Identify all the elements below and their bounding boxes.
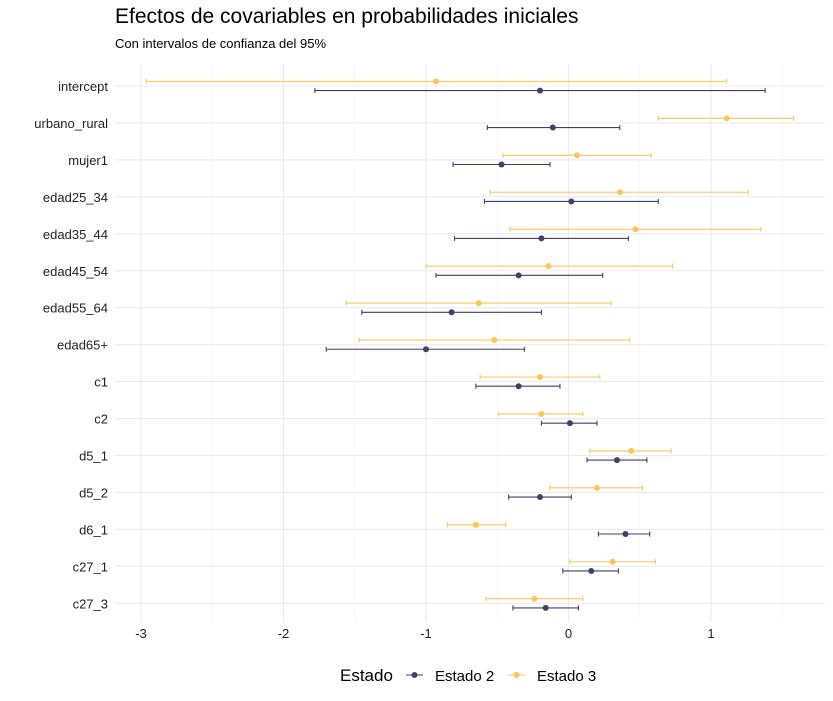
estimate-point xyxy=(531,595,538,602)
y-tick-label: edad55_64 xyxy=(43,301,108,316)
y-axis-labels: intercept urbano_rural mujer1 edad25_34edad… xyxy=(34,79,108,611)
y-tick-label: intercept xyxy=(58,79,108,94)
estimate-point xyxy=(491,337,498,344)
y-tick-label: d5_1 xyxy=(79,449,108,464)
estimate-point xyxy=(609,558,616,565)
chart-subtitle: Con intervalos de confianza del 95% xyxy=(115,36,326,51)
y-tick-label: c2 xyxy=(94,412,108,427)
estimate-point xyxy=(628,447,635,454)
y-tick-label: c27_1 xyxy=(73,559,108,574)
estimate-point xyxy=(515,272,522,279)
grid xyxy=(115,64,825,622)
x-tick-label: -1 xyxy=(420,626,432,641)
plot-marks xyxy=(146,78,795,611)
estimate-point xyxy=(723,115,730,122)
legend-point xyxy=(513,672,520,678)
y-tick-label: c27_3 xyxy=(73,596,108,611)
y-tick-label: edad25_34 xyxy=(43,190,108,205)
estimate-point xyxy=(574,152,581,159)
x-tick-label: 0 xyxy=(565,626,572,641)
estimate-point xyxy=(568,198,575,205)
y-tick-label: d5_2 xyxy=(79,485,108,500)
x-axis-labels: -3 -2 -1 0 1 xyxy=(135,626,714,641)
estimate-point xyxy=(632,226,639,233)
estimate-point xyxy=(566,420,573,427)
estimate-point xyxy=(545,263,552,270)
estimate-point xyxy=(549,124,556,131)
y-tick-label: urbano_rural xyxy=(34,116,108,131)
estimate-point xyxy=(515,383,522,390)
y-tick-label: mujer1 xyxy=(68,153,108,168)
legend-label: Estado 3 xyxy=(537,668,596,685)
estimate-point xyxy=(537,494,543,501)
legend-key-estado-2 xyxy=(406,672,423,678)
legend-title: Estado xyxy=(340,666,393,685)
estimate-point xyxy=(542,604,549,611)
estimate-point xyxy=(448,309,455,316)
y-tick-label: edad65+ xyxy=(57,338,108,353)
estimate-point xyxy=(472,521,479,528)
legend-label: Estado 2 xyxy=(435,668,494,685)
estimate-point xyxy=(616,189,623,196)
legend-key-estado-3 xyxy=(508,672,525,678)
estimate-point xyxy=(538,235,545,242)
y-tick-label: edad45_54 xyxy=(43,264,108,279)
series-estado-2 xyxy=(314,87,766,611)
estimate-point xyxy=(537,87,543,94)
legend: Estado Estado 2 Estado 3 xyxy=(340,666,596,685)
x-tick-label: -2 xyxy=(278,626,290,641)
x-tick-label: -3 xyxy=(135,626,147,641)
estimate-point xyxy=(613,457,620,464)
estimate-point xyxy=(432,78,439,85)
y-tick-label: c1 xyxy=(94,375,108,390)
estimate-point xyxy=(594,484,600,491)
estimate-point xyxy=(622,531,629,537)
estimate-point xyxy=(475,300,482,307)
x-tick-label: 1 xyxy=(707,626,714,641)
chart-title: Efectos de covariables en probabilidades… xyxy=(115,5,578,28)
series-estado-3 xyxy=(146,78,795,602)
estimate-point xyxy=(588,567,595,574)
y-tick-label: edad35_44 xyxy=(43,227,108,242)
estimate-point xyxy=(423,346,429,353)
estimate-point xyxy=(538,410,545,417)
estimate-point xyxy=(537,374,543,380)
y-tick-label: d6_1 xyxy=(79,522,108,537)
legend-point xyxy=(411,672,418,678)
estimate-point xyxy=(498,161,505,168)
